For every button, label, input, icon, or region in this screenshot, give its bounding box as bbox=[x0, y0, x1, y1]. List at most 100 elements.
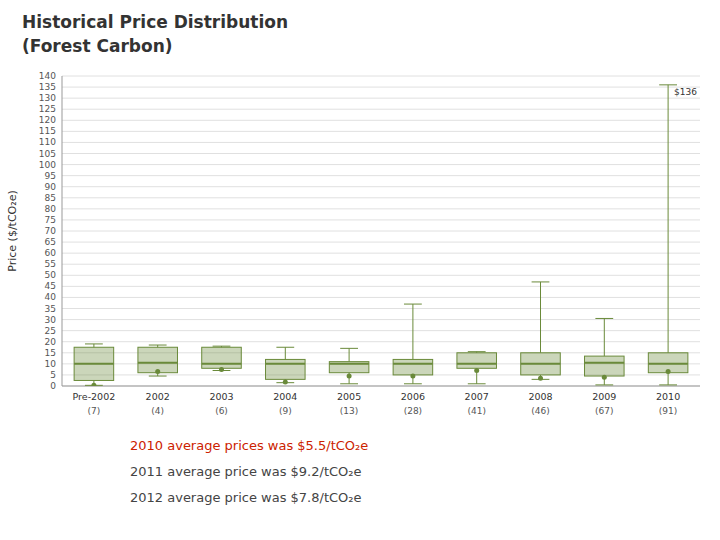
grid-line bbox=[62, 297, 700, 298]
x-tick-label: 2003 bbox=[209, 391, 233, 402]
upper-cap bbox=[659, 84, 677, 85]
y-tick-label: 25 bbox=[45, 326, 56, 336]
y-tick-label: 55 bbox=[45, 259, 56, 269]
mean-dot bbox=[347, 374, 352, 379]
grid-line bbox=[62, 197, 700, 198]
y-tick-label: 80 bbox=[45, 204, 57, 214]
y-tick-label: 45 bbox=[45, 281, 56, 291]
box-group bbox=[585, 318, 625, 384]
upper-whisker bbox=[349, 348, 350, 361]
mean-dot bbox=[602, 375, 607, 380]
y-tick-label: 115 bbox=[39, 126, 56, 136]
lower-cap bbox=[659, 384, 677, 385]
median bbox=[266, 363, 306, 365]
lower-cap bbox=[340, 383, 358, 384]
y-tick-label: 110 bbox=[39, 137, 56, 147]
y-tick-label: 140 bbox=[39, 71, 56, 81]
y-tick-label: 90 bbox=[45, 182, 57, 192]
marks bbox=[74, 85, 688, 386]
upper-cap bbox=[532, 281, 550, 282]
sample-size: (13) bbox=[340, 406, 358, 416]
y-tick-label: 5 bbox=[50, 370, 56, 380]
x-tick-label: 2008 bbox=[528, 391, 552, 402]
median bbox=[585, 362, 625, 364]
title: Historical Price Distribution bbox=[22, 12, 288, 32]
y-tick-label: 60 bbox=[45, 248, 57, 258]
grid-line bbox=[62, 264, 700, 265]
box bbox=[521, 353, 561, 375]
box bbox=[457, 353, 497, 369]
y-tick-label: 30 bbox=[45, 315, 57, 325]
sample-size: (91) bbox=[659, 406, 677, 416]
upper-cap bbox=[595, 318, 613, 319]
grid bbox=[62, 76, 700, 386]
y-tick-label: 15 bbox=[45, 348, 56, 358]
grid-line bbox=[62, 142, 700, 143]
median bbox=[202, 363, 242, 365]
box-group bbox=[74, 344, 114, 386]
y-tick-label: 40 bbox=[45, 292, 57, 302]
y-axis bbox=[62, 76, 63, 386]
box bbox=[329, 362, 369, 373]
grid-line bbox=[62, 175, 700, 176]
x-tick-label: Pre-2002 bbox=[73, 391, 116, 402]
annotation: $136 bbox=[674, 87, 697, 97]
grid-line bbox=[62, 386, 700, 387]
sample-size: (7) bbox=[88, 406, 101, 416]
upper-cap bbox=[213, 346, 231, 347]
grid-line bbox=[62, 109, 700, 110]
upper-whisker bbox=[540, 282, 541, 353]
sample-size: (9) bbox=[279, 406, 292, 416]
subtitle: (Forest Carbon) bbox=[22, 36, 173, 56]
lower-cap bbox=[149, 376, 167, 377]
upper-whisker bbox=[412, 304, 413, 359]
x-tick-label: 2004 bbox=[273, 391, 297, 402]
y-tick-label: 65 bbox=[45, 237, 56, 247]
x-tick-label: 2005 bbox=[337, 391, 361, 402]
y-tick-label: 35 bbox=[45, 304, 56, 314]
grid-line bbox=[62, 98, 700, 99]
upper-cap bbox=[85, 343, 103, 344]
note: 2012 average price was $7.8/tCO₂e bbox=[130, 490, 362, 505]
y-tick-label: 105 bbox=[39, 149, 56, 159]
x-axis bbox=[62, 386, 700, 387]
y-tick-label: 70 bbox=[45, 226, 57, 236]
y-tick-label: 50 bbox=[45, 270, 57, 280]
grid-line bbox=[62, 131, 700, 132]
grid-line bbox=[62, 120, 700, 121]
upper-cap bbox=[404, 304, 422, 305]
mean-dot bbox=[91, 383, 96, 386]
y-tick-label: 10 bbox=[45, 359, 57, 369]
median bbox=[648, 363, 688, 365]
box-group bbox=[329, 348, 369, 383]
lower-cap bbox=[595, 384, 613, 385]
x-tick-label: 2009 bbox=[592, 391, 616, 402]
box-group bbox=[521, 282, 561, 381]
upper-whisker bbox=[668, 85, 669, 353]
grid-line bbox=[62, 242, 700, 243]
y-tick-label: 130 bbox=[39, 93, 56, 103]
box-group bbox=[393, 304, 433, 384]
upper-cap bbox=[276, 347, 294, 348]
mean-dot bbox=[155, 369, 160, 374]
grid-line bbox=[62, 219, 700, 220]
y-tick-label: 95 bbox=[45, 171, 56, 181]
x-tick-label: 2006 bbox=[401, 391, 425, 402]
box-group bbox=[202, 346, 242, 372]
median bbox=[393, 363, 433, 365]
grid-line bbox=[62, 76, 700, 77]
grid-line bbox=[62, 275, 700, 276]
grid-line bbox=[62, 186, 700, 187]
x-tick-label: 2007 bbox=[465, 391, 489, 402]
mean-dot bbox=[538, 376, 543, 381]
grid-line bbox=[62, 87, 700, 88]
mean-dot bbox=[410, 374, 415, 379]
grid-line bbox=[62, 253, 700, 254]
note: 2011 average price was $9.2/tCO₂e bbox=[130, 464, 362, 479]
upper-cap bbox=[340, 348, 358, 349]
sample-size: (6) bbox=[215, 406, 228, 416]
grid-line bbox=[62, 308, 700, 309]
grid-line bbox=[62, 231, 700, 232]
grid-line bbox=[62, 153, 700, 154]
y-tick-label: 125 bbox=[39, 104, 56, 114]
